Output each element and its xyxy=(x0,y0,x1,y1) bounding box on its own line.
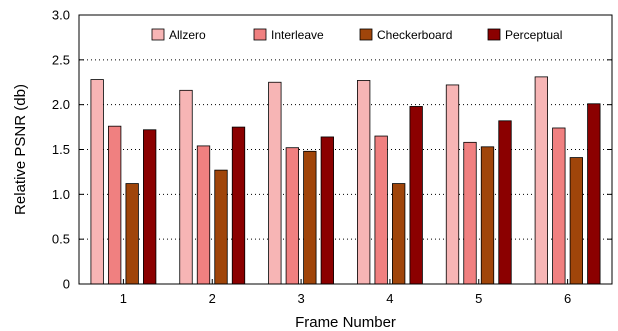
x-tick-label: 1 xyxy=(120,291,127,306)
x-tick-label: 4 xyxy=(386,291,393,306)
bar-checkerboard-frame-5 xyxy=(480,146,495,285)
x-tick-label: 2 xyxy=(209,291,216,306)
bar-perceptual-frame-1 xyxy=(143,129,157,285)
legend-label-perceptual: Perceptual xyxy=(505,28,562,42)
legend-swatch-perceptual xyxy=(487,28,501,41)
x-tick-label: 5 xyxy=(475,291,482,306)
legend: Allzero Interleave Checkerboard Perceptual xyxy=(151,28,562,42)
bar-interleave-frame-6 xyxy=(552,127,566,285)
y-axis-title: Relative PSNR (db) xyxy=(12,84,29,215)
bar-interleave-frame-1 xyxy=(108,125,122,285)
y-tick-label: 0.5 xyxy=(52,232,70,247)
bar-perceptual-frame-6 xyxy=(587,103,601,285)
legend-label-allzero: Allzero xyxy=(169,28,206,42)
y-tick-label: 2.0 xyxy=(52,97,70,112)
bar-interleave-frame-5 xyxy=(463,141,477,285)
y-tick-label: 0 xyxy=(63,277,70,292)
bar-checkerboard-frame-6 xyxy=(569,157,583,285)
bar-perceptual-frame-5 xyxy=(498,120,512,285)
bars xyxy=(90,76,601,285)
grid-lines xyxy=(79,59,612,240)
bar-checkerboard-frame-4 xyxy=(392,183,406,285)
bar-checkerboard-frame-2 xyxy=(214,169,228,285)
y-tick-label: 2.5 xyxy=(52,52,70,67)
bar-perceptual-frame-2 xyxy=(231,126,246,285)
x-axis: 1 2 3 4 5 6 xyxy=(120,279,571,306)
x-tick-label: 3 xyxy=(297,291,304,306)
legend-swatch-interleave xyxy=(253,28,267,41)
legend-label-interleave: Interleave xyxy=(271,28,324,42)
bar-interleave-frame-3 xyxy=(285,147,299,285)
legend-label-checkerboard: Checkerboard xyxy=(377,28,452,42)
legend-swatch-checkerboard xyxy=(359,28,373,41)
bar-allzero-frame-4 xyxy=(357,80,371,285)
y-tick-label: 3.0 xyxy=(52,8,70,23)
bar-checkerboard-frame-1 xyxy=(125,183,139,285)
x-axis-title: Frame Number xyxy=(295,314,396,331)
bar-checkerboard-frame-3 xyxy=(303,150,317,285)
bar-allzero-frame-3 xyxy=(268,81,282,285)
bar-perceptual-frame-3 xyxy=(320,136,334,285)
bar-allzero-frame-6 xyxy=(534,76,548,285)
plot-frame xyxy=(78,14,613,285)
y-tick-label: 1.0 xyxy=(52,187,70,202)
bar-interleave-frame-2 xyxy=(196,145,211,285)
bar-allzero-frame-2 xyxy=(179,89,193,285)
bar-allzero-frame-5 xyxy=(445,84,460,285)
bar-allzero-frame-1 xyxy=(90,79,104,285)
y-axis: 0 0.5 1.0 1.5 2.0 2.5 3.0 xyxy=(52,8,612,292)
bar-perceptual-frame-4 xyxy=(409,106,423,285)
bar-interleave-frame-4 xyxy=(374,135,388,285)
x-tick-label: 6 xyxy=(564,291,571,306)
legend-swatch-allzero xyxy=(151,28,165,41)
y-tick-label: 1.5 xyxy=(52,142,70,157)
